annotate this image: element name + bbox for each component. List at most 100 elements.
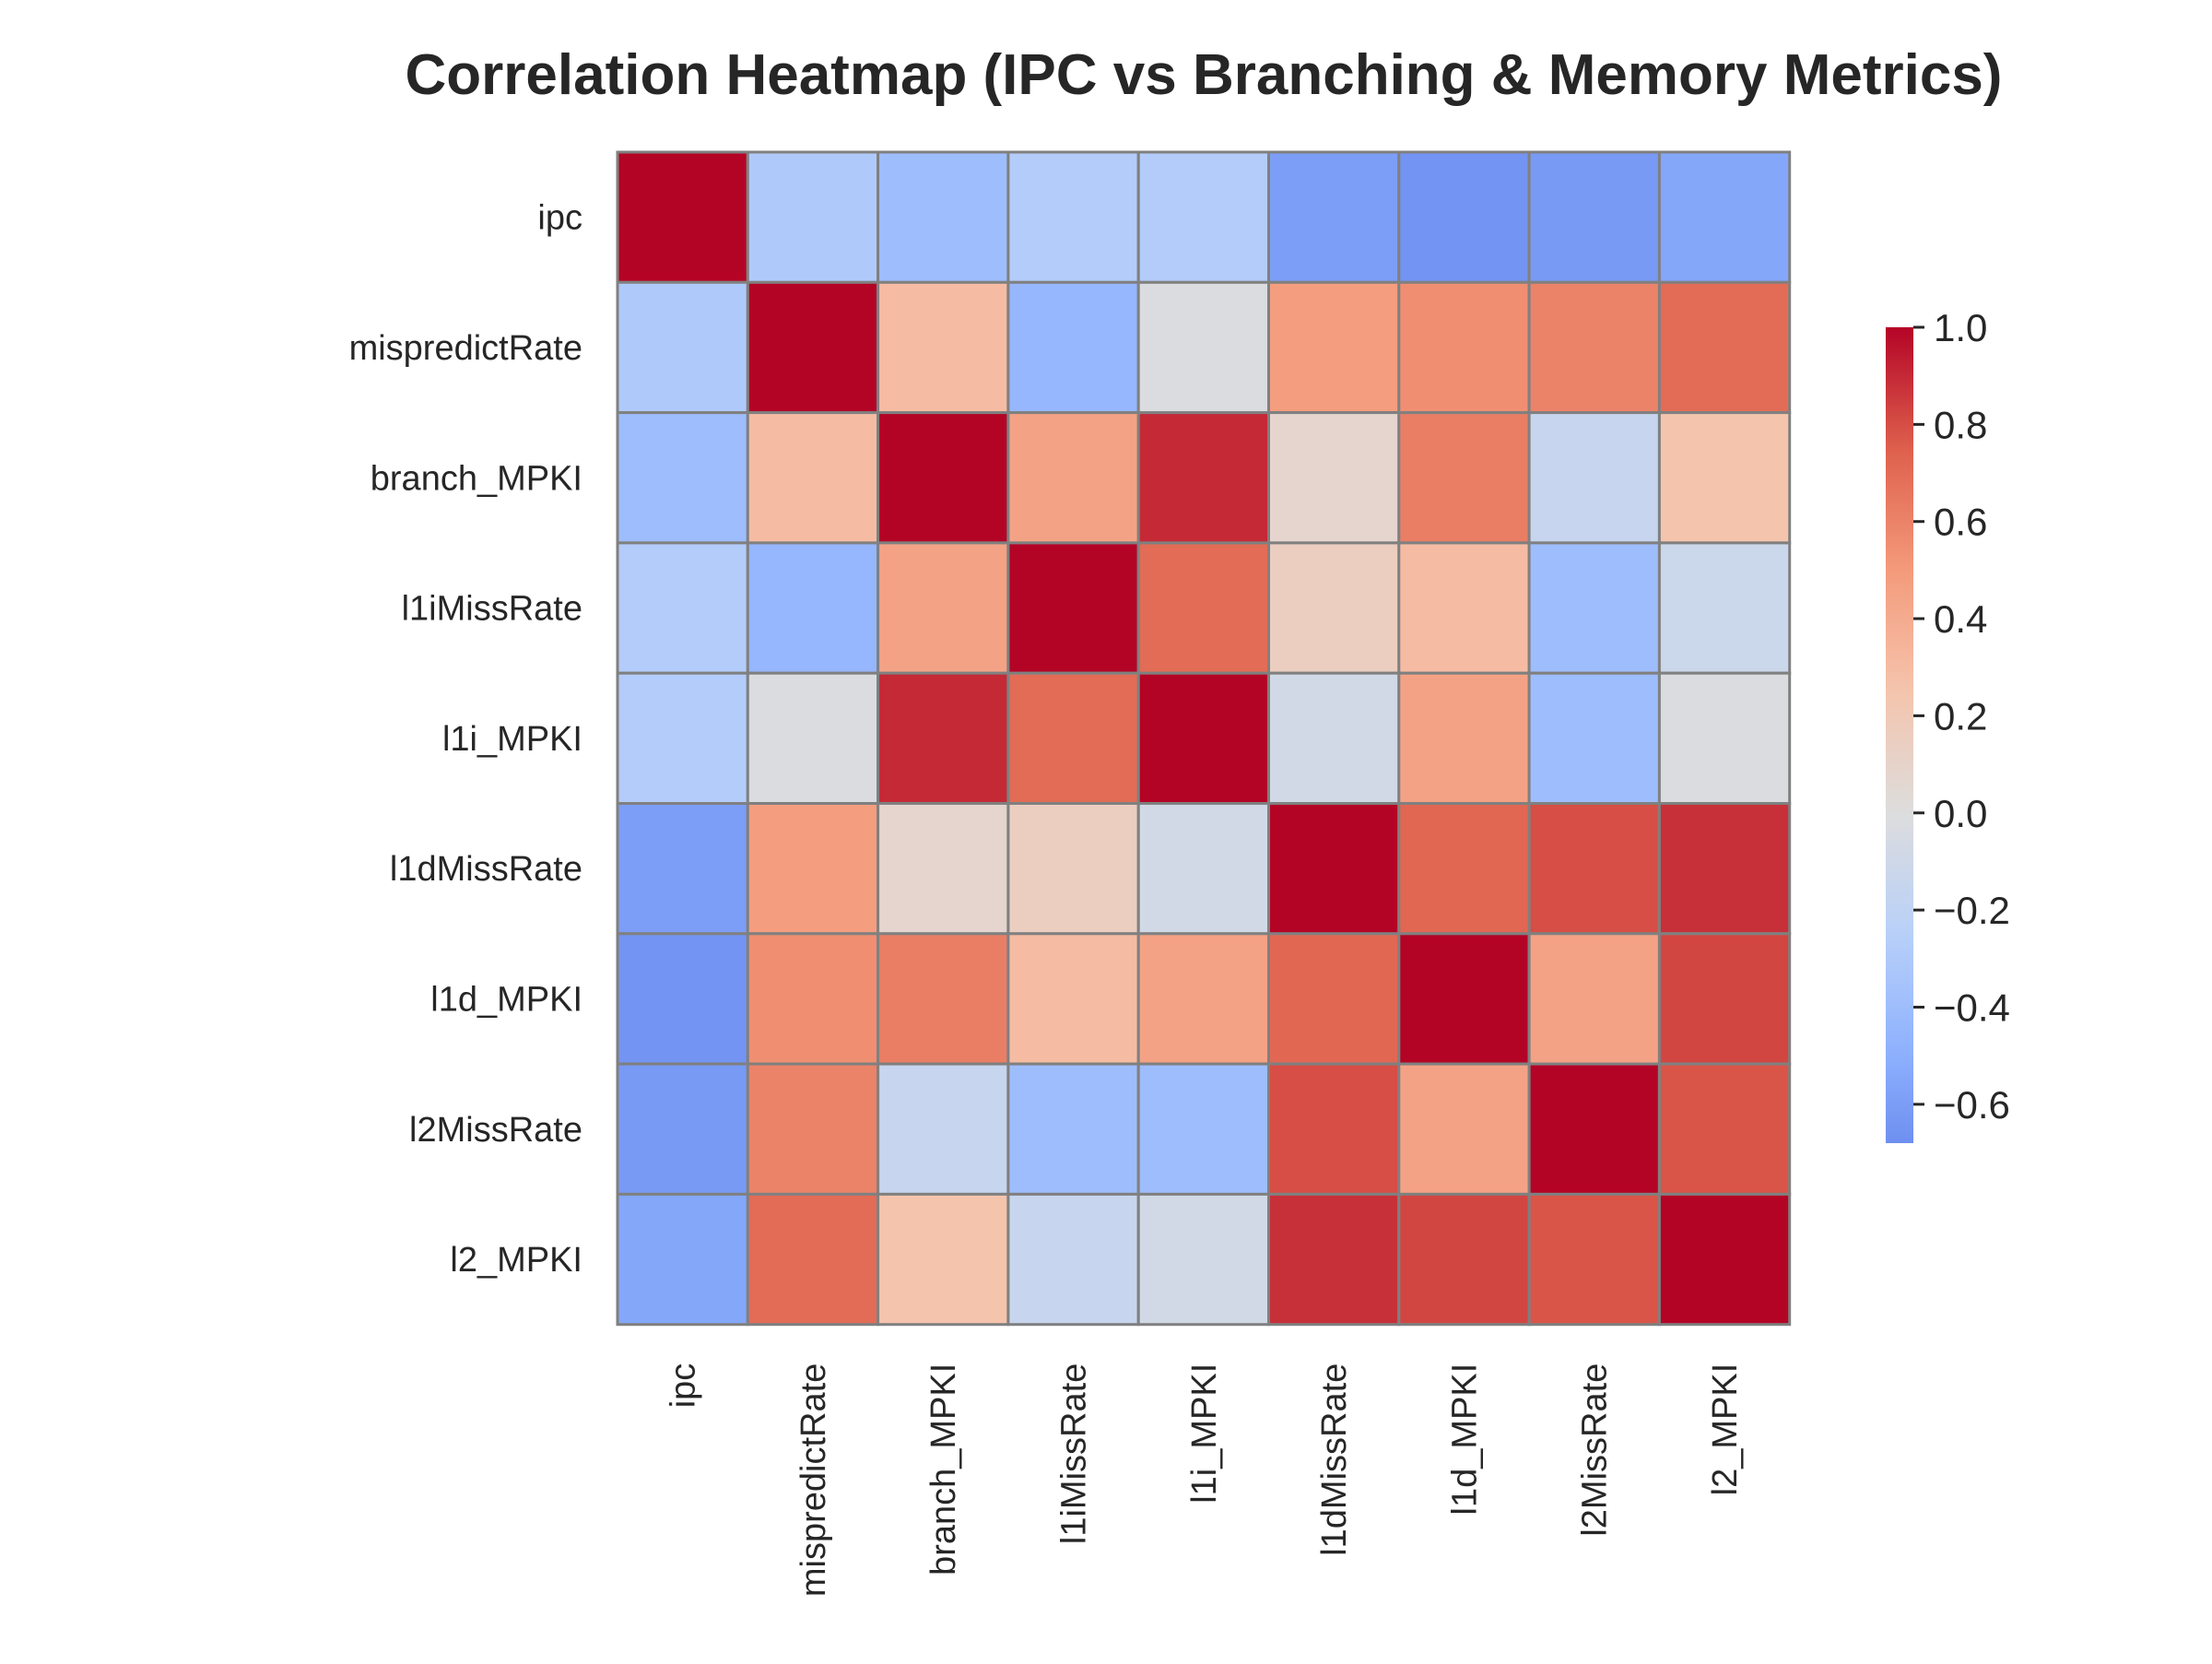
heatmap-cell-l2_MPKI-l1i_MPKI xyxy=(1136,1192,1270,1327)
row-label-l1d_MPKI: l1d_MPKI xyxy=(430,980,582,1019)
heatmap-cell-branch_MPKI-l1i_MPKI xyxy=(1136,411,1270,545)
heatmap-cell-l1dMissRate-branch_MPKI xyxy=(877,802,1010,936)
row-label-l1dMissRate: l1dMissRate xyxy=(390,850,582,889)
heatmap-cell-l1i_MPKI-branch_MPKI xyxy=(877,671,1010,806)
heatmap-cell-l1d_MPKI-l1iMissRate xyxy=(1006,932,1140,1066)
row-label-l2MissRate: l2MissRate xyxy=(409,1111,582,1150)
column-label-mispredictRate: mispredictRate xyxy=(794,1363,833,1597)
heatmap-cell-l2_MPKI-l2MissRate xyxy=(1527,1192,1661,1327)
heatmap-cell-mispredictRate-l2MissRate xyxy=(1527,280,1661,415)
heatmap-cell-ipc-branch_MPKI xyxy=(877,150,1010,284)
heatmap-cell-l1d_MPKI-l2_MPKI xyxy=(1657,932,1792,1066)
heatmap-cell-l1i_MPKI-l1dMissRate xyxy=(1267,671,1401,806)
row-label-ipc: ipc xyxy=(537,199,582,238)
heatmap-cell-branch_MPKI-ipc xyxy=(616,411,749,545)
heatmap-cell-mispredictRate-l1iMissRate xyxy=(1006,280,1140,415)
heatmap-cell-ipc-l2_MPKI xyxy=(1657,150,1792,284)
heatmap-cell-l1d_MPKI-l2MissRate xyxy=(1527,932,1661,1066)
heatmap-cell-l1d_MPKI-l1dMissRate xyxy=(1267,932,1401,1066)
heatmap-cell-ipc-ipc xyxy=(616,150,749,284)
heatmap-cell-l2MissRate-l1i_MPKI xyxy=(1136,1062,1270,1196)
column-tick-labels: ipc mispredictRate branch_MPKI l1iMissRate l… xyxy=(665,1363,1745,1597)
heatmap-cell-l1iMissRate-l1d_MPKI xyxy=(1397,541,1531,675)
heatmap-cell-l2MissRate-l2MissRate xyxy=(1527,1062,1661,1196)
column-label-l1i_MPKI: l1i_MPKI xyxy=(1185,1363,1224,1504)
heatmap-cell-branch_MPKI-l1dMissRate xyxy=(1267,411,1401,545)
heatmap-cell-l1dMissRate-l1i_MPKI xyxy=(1136,802,1270,936)
heatmap-cell-ipc-l1dMissRate xyxy=(1267,150,1401,284)
column-label-l2_MPKI: l2_MPKI xyxy=(1706,1363,1745,1496)
heatmap-cell-ipc-l1i_MPKI xyxy=(1136,150,1270,284)
heatmap-cell-l1i_MPKI-l1iMissRate xyxy=(1006,671,1140,806)
colorbar-gradient xyxy=(1886,327,1913,1143)
row-tick-labels: ipc mispredictRate branch_MPKI l1iMissRate l… xyxy=(349,199,582,1280)
heatmap-cell-mispredictRate-l1dMissRate xyxy=(1267,280,1401,415)
column-label-branch_MPKI: branch_MPKI xyxy=(924,1363,963,1575)
heatmap-cells xyxy=(616,150,1792,1327)
heatmap-cell-ipc-mispredictRate xyxy=(746,150,880,284)
row-label-branch_MPKI: branch_MPKI xyxy=(371,459,582,498)
chart-title: Correlation Heatmap (IPC vs Branching & … xyxy=(406,43,2003,107)
heatmap-cell-l1d_MPKI-l1d_MPKI xyxy=(1397,932,1531,1066)
heatmap-cell-l2MissRate-l1iMissRate xyxy=(1006,1062,1140,1196)
heatmap-cell-ipc-l1d_MPKI xyxy=(1397,150,1531,284)
heatmap-cell-ipc-l2MissRate xyxy=(1527,150,1661,284)
colorbar-tick-label: −0.6 xyxy=(1934,1083,2010,1127)
heatmap-cell-branch_MPKI-mispredictRate xyxy=(746,411,880,545)
heatmap-cell-l2_MPKI-l1iMissRate xyxy=(1006,1192,1140,1327)
heatmap-cell-branch_MPKI-branch_MPKI xyxy=(877,411,1010,545)
colorbar-tick-label: 0.8 xyxy=(1934,403,1987,446)
heatmap-cell-mispredictRate-ipc xyxy=(616,280,749,415)
heatmap-cell-l2_MPKI-l1d_MPKI xyxy=(1397,1192,1531,1327)
heatmap-cell-l2MissRate-l1d_MPKI xyxy=(1397,1062,1531,1196)
column-label-ipc: ipc xyxy=(665,1363,703,1409)
heatmap-cell-mispredictRate-l1d_MPKI xyxy=(1397,280,1531,415)
heatmap-cell-l1iMissRate-ipc xyxy=(616,541,749,675)
column-label-l1dMissRate: l1dMissRate xyxy=(1315,1363,1354,1556)
heatmap-cell-l1iMissRate-branch_MPKI xyxy=(877,541,1010,675)
heatmap-cell-l2MissRate-mispredictRate xyxy=(746,1062,880,1196)
colorbar-tick-label: 1.0 xyxy=(1934,306,1987,349)
heatmap-cell-l1d_MPKI-mispredictRate xyxy=(746,932,880,1066)
heatmap-cell-l2_MPKI-branch_MPKI xyxy=(877,1192,1010,1327)
heatmap-cell-l1dMissRate-l1dMissRate xyxy=(1267,802,1401,936)
heatmap-cell-l1iMissRate-l1iMissRate xyxy=(1006,541,1140,675)
row-label-l2_MPKI: l2_MPKI xyxy=(450,1241,582,1280)
heatmap-cell-l1dMissRate-l1iMissRate xyxy=(1006,802,1140,936)
colorbar: 1.0 0.8 0.6 0.4 0.2 0.0 −0.2 −0.4 −0.6 xyxy=(1886,306,2010,1143)
heatmap-cell-mispredictRate-branch_MPKI xyxy=(877,280,1010,415)
heatmap-cell-l2MissRate-branch_MPKI xyxy=(877,1062,1010,1196)
heatmap-cell-l2MissRate-ipc xyxy=(616,1062,749,1196)
colorbar-tick-label: −0.2 xyxy=(1934,889,2010,932)
column-label-l1d_MPKI: l1d_MPKI xyxy=(1445,1363,1484,1516)
colorbar-tick-label: 0.6 xyxy=(1934,501,1987,544)
heatmap-cell-branch_MPKI-l2_MPKI xyxy=(1657,411,1792,545)
heatmap-cell-l1i_MPKI-ipc xyxy=(616,671,749,806)
heatmap-cell-ipc-l1iMissRate xyxy=(1006,150,1140,284)
heatmap-cell-l1dMissRate-l2MissRate xyxy=(1527,802,1661,936)
heatmap-cell-l1iMissRate-l1i_MPKI xyxy=(1136,541,1270,675)
heatmap-cell-l2MissRate-l1dMissRate xyxy=(1267,1062,1401,1196)
heatmap-cell-l1dMissRate-l1d_MPKI xyxy=(1397,802,1531,936)
row-label-l1i_MPKI: l1i_MPKI xyxy=(442,720,582,759)
colorbar-tick-label: 0.0 xyxy=(1934,792,1987,835)
heatmap-cell-l2_MPKI-l1dMissRate xyxy=(1267,1192,1401,1327)
column-label-l1iMissRate: l1iMissRate xyxy=(1055,1363,1094,1544)
heatmap-cell-l1d_MPKI-l1i_MPKI xyxy=(1136,932,1270,1066)
heatmap-cell-l2MissRate-l2_MPKI xyxy=(1657,1062,1792,1196)
row-label-l1iMissRate: l1iMissRate xyxy=(402,590,582,629)
heatmap-cell-l1i_MPKI-mispredictRate xyxy=(746,671,880,806)
heatmap-cell-l1i_MPKI-l1i_MPKI xyxy=(1136,671,1270,806)
column-label-l2MissRate: l2MissRate xyxy=(1576,1363,1615,1537)
heatmap-cell-l1i_MPKI-l2_MPKI xyxy=(1657,671,1792,806)
heatmap-cell-l1iMissRate-l2_MPKI xyxy=(1657,541,1792,675)
colorbar-tick-label: −0.4 xyxy=(1934,986,2010,1030)
row-label-mispredictRate: mispredictRate xyxy=(349,329,582,368)
heatmap-cell-l1iMissRate-mispredictRate xyxy=(746,541,880,675)
heatmap-cell-branch_MPKI-l2MissRate xyxy=(1527,411,1661,545)
heatmap-cell-l2_MPKI-mispredictRate xyxy=(746,1192,880,1327)
heatmap-cell-mispredictRate-l2_MPKI xyxy=(1657,280,1792,415)
colorbar-tick-label: 0.4 xyxy=(1934,597,1987,641)
